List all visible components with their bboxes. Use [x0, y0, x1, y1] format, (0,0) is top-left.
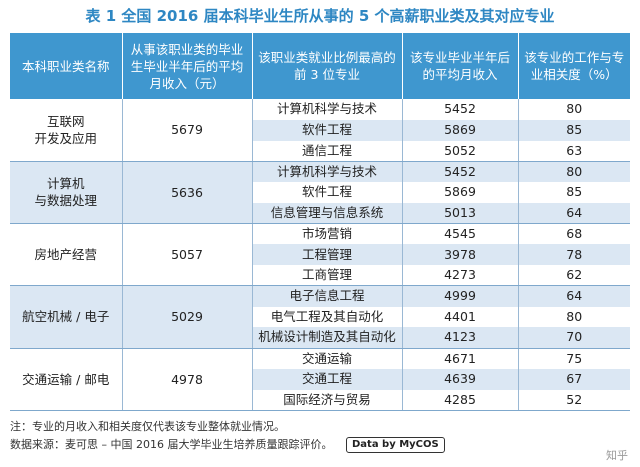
major-name: 市场营销	[252, 223, 403, 245]
major-relevance: 70	[518, 327, 630, 349]
table-row: 软件工程 5869 85	[10, 119, 630, 141]
header-row: 本科职业类名称 从事该职业类的毕业生毕业半年后的平均月收入（元） 该职业类就业比…	[10, 33, 630, 99]
major-relevance: 75	[518, 348, 630, 369]
major-name: 计算机科学与技术	[252, 161, 403, 182]
header-occupation: 本科职业类名称	[10, 33, 123, 99]
table-row: 信息管理与信息系统 5013 64	[10, 202, 630, 224]
table-row: 航空机械 / 电子 5029 电子信息工程 4999 64	[10, 285, 630, 349]
table-row: 交通工程 4639 67	[10, 368, 630, 390]
table-row: 工商管理 4273 62	[10, 265, 630, 287]
major-relevance: 64	[518, 202, 630, 224]
major-income: 5452	[402, 161, 519, 182]
major-income: 4545	[402, 223, 519, 245]
header-top-majors: 该职业类就业比例最高的前 3 位专业	[252, 33, 403, 99]
major-income: 4671	[402, 348, 519, 369]
major-income: 4639	[402, 368, 519, 390]
major-income: 4401	[402, 306, 519, 328]
major-relevance: 63	[518, 140, 630, 162]
major-relevance: 78	[518, 244, 630, 265]
major-name: 交通运输	[252, 348, 403, 369]
major-name: 交通工程	[252, 368, 403, 390]
major-income: 5452	[402, 99, 519, 120]
major-income: 5013	[402, 202, 519, 224]
major-name: 计算机科学与技术	[252, 99, 403, 120]
table-row: 机械设计制造及其自动化 4123 70	[10, 327, 630, 349]
major-name: 电子信息工程	[252, 285, 403, 307]
major-relevance: 85	[518, 182, 630, 203]
major-relevance: 67	[518, 368, 630, 390]
header-relevance: 该专业的工作与专业相关度（%）	[518, 33, 630, 99]
major-income: 3978	[402, 244, 519, 265]
major-name: 工商管理	[252, 265, 403, 287]
major-income: 4123	[402, 327, 519, 349]
data-badge: Data by MyCOS	[345, 437, 445, 453]
occupation-name: 房地产经营	[10, 223, 123, 287]
notes: 注：专业的月收入和相关度仅代表该专业整体就业情况。 数据来源：麦可思 – 中国 …	[10, 418, 630, 454]
major-relevance: 80	[518, 99, 630, 120]
major-name: 通信工程	[252, 140, 403, 162]
major-name: 国际经济与贸易	[252, 389, 403, 411]
header-occupation-income: 从事该职业类的毕业生毕业半年后的平均月收入（元）	[122, 33, 253, 99]
major-name: 工程管理	[252, 244, 403, 265]
source-line: 数据来源：麦可思 – 中国 2016 届大学毕业生培养质量跟踪评价。	[10, 438, 333, 451]
major-relevance: 68	[518, 223, 630, 245]
major-relevance: 80	[518, 161, 630, 182]
major-income: 5052	[402, 140, 519, 162]
major-name: 电气工程及其自动化	[252, 306, 403, 328]
major-relevance: 62	[518, 265, 630, 287]
major-income: 4273	[402, 265, 519, 287]
occupation-income: 4978	[122, 348, 253, 411]
occupation-income: 5057	[122, 223, 253, 287]
table-row: 计算机 与数据处理 5636 计算机科学与技术 5452 80	[10, 161, 630, 225]
table-row: 国际经济与贸易 4285 52	[10, 389, 630, 411]
salary-table: 本科职业类名称 从事该职业类的毕业生毕业半年后的平均月收入（元） 该职业类就业比…	[10, 33, 630, 411]
major-name: 软件工程	[252, 119, 403, 141]
table-row: 交通运输 / 邮电 4978 交通运输 4671 75	[10, 348, 630, 411]
major-relevance: 52	[518, 389, 630, 411]
table-row: 工程管理 3978 78	[10, 244, 630, 265]
major-income: 4285	[402, 389, 519, 411]
watermark: 知乎	[606, 449, 628, 462]
major-name: 信息管理与信息系统	[252, 202, 403, 224]
occupation-name: 交通运输 / 邮电	[10, 348, 123, 411]
major-income: 5869	[402, 119, 519, 141]
occupation-name: 航空机械 / 电子	[10, 285, 123, 349]
occupation-income: 5679	[122, 99, 253, 162]
table-row: 软件工程 5869 85	[10, 182, 630, 203]
note-line: 注：专业的月收入和相关度仅代表该专业整体就业情况。	[10, 420, 285, 433]
major-income: 5869	[402, 182, 519, 203]
major-relevance: 80	[518, 306, 630, 328]
table-title: 表 1 全国 2016 届本科毕业生所从事的 5 个高薪职业类及其对应专业	[85, 7, 555, 25]
table-row: 互联网 开发及应用 5679 计算机科学与技术 5452 80	[10, 99, 630, 162]
major-name: 机械设计制造及其自动化	[252, 327, 403, 349]
occupation-name: 互联网 开发及应用	[10, 99, 123, 162]
occupation-name: 计算机 与数据处理	[10, 161, 123, 225]
occupation-income: 5636	[122, 161, 253, 225]
header-major-income: 该专业毕业半年后的平均月收入	[402, 33, 519, 99]
major-name: 软件工程	[252, 182, 403, 203]
major-income: 4999	[402, 285, 519, 307]
major-relevance: 64	[518, 285, 630, 307]
table-row: 电气工程及其自动化 4401 80	[10, 306, 630, 328]
occupation-income: 5029	[122, 285, 253, 349]
table-row: 通信工程 5052 63	[10, 140, 630, 162]
major-relevance: 85	[518, 119, 630, 141]
table-row: 房地产经营 5057 市场营销 4545 68	[10, 223, 630, 287]
